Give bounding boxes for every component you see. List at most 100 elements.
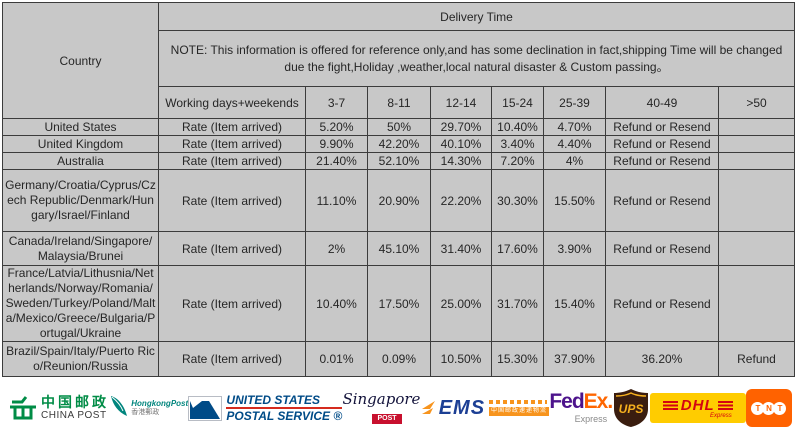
value-cell: 45.10% <box>367 231 431 266</box>
china-post-logo: 中国邮政 CHINA POST <box>8 393 109 423</box>
col-header-gt50: >50 <box>718 86 795 119</box>
col-header-12-14: 12-14 <box>430 86 492 119</box>
value-cell: 21.40% <box>305 152 368 170</box>
value-cell: 25.00% <box>430 265 492 342</box>
value-cell: 7.20% <box>491 152 544 170</box>
singapore-post-script-label: Singapore <box>342 389 421 408</box>
value-cell: 29.70% <box>430 118 492 136</box>
ups-text-label: UPS <box>619 402 644 416</box>
country-cell: Canada/Ireland/Singapore/Malaysia/Brunei <box>2 231 159 266</box>
delivery-time-header: Delivery Time <box>158 2 795 31</box>
value-cell: 40.10% <box>430 135 492 153</box>
usps-line2-label: POSTAL SERVICE ® <box>226 408 343 423</box>
value-cell: 15.30% <box>491 341 544 377</box>
value-cell: Refund or Resend <box>605 118 719 136</box>
value-cell: 4% <box>543 152 606 170</box>
singapore-post-box-label: POST <box>372 413 402 424</box>
tnt-letter-t2: T <box>773 401 787 415</box>
delivery-time-table: Country Delivery Time NOTE: This informa… <box>2 2 795 377</box>
fedex-logo: FedEx. Express <box>549 390 614 424</box>
ems-logo: EMS 中国邮政速递物流 <box>421 397 550 419</box>
hongkong-post-en-label: HongkongPost <box>131 399 189 408</box>
value-cell: 4.40% <box>543 135 606 153</box>
value-cell: 22.20% <box>430 169 492 232</box>
ems-dashes-decoration <box>489 400 548 404</box>
value-cell: Refund or Resend <box>605 169 719 232</box>
value-cell <box>718 135 795 153</box>
rate-cell: Rate (Item arrived) <box>158 152 306 170</box>
table-row-france-group: France/Latvia/Lithusnia/Netherlands/Norw… <box>2 265 795 342</box>
value-cell: 10.40% <box>305 265 368 342</box>
value-cell: 9.90% <box>305 135 368 153</box>
ems-cn-label: 中国邮政速递物流 <box>489 407 550 416</box>
value-cell: Refund or Resend <box>605 135 719 153</box>
table-column-headers-row: Working days+weekends 3-7 8-11 12-14 15-… <box>3 86 795 119</box>
fedex-express-label: Express <box>574 414 608 424</box>
value-cell: 4.70% <box>543 118 606 136</box>
tnt-logo: T N T <box>745 389 792 427</box>
value-cell: 52.10% <box>367 152 431 170</box>
value-cell: 0.09% <box>367 341 431 377</box>
hongkong-post-cn-label: 香港郵政 <box>131 409 160 416</box>
country-column-header: Country <box>2 2 159 119</box>
hongkong-post-logo: HongkongPost 香港郵政 <box>109 395 188 421</box>
value-cell: Refund <box>718 341 795 377</box>
col-header-25-39: 25-39 <box>543 86 606 119</box>
value-cell <box>718 152 795 170</box>
china-post-cn-label: 中国邮政 <box>41 394 109 410</box>
value-cell: 5.20% <box>305 118 368 136</box>
value-cell <box>718 265 795 342</box>
value-cell: 42.20% <box>367 135 431 153</box>
rate-cell: Rate (Item arrived) <box>158 265 306 342</box>
ups-shield-icon: UPS <box>614 389 649 427</box>
tnt-letter-n: N <box>762 401 776 415</box>
ups-logo: UPS <box>613 388 649 428</box>
china-post-en-label: CHINA POST <box>41 410 107 421</box>
table-title-row: Country Delivery Time <box>2 2 795 119</box>
country-cell: France/Latvia/Lithusnia/Netherlands/Norw… <box>2 265 159 342</box>
table-note-row: NOTE: This information is offered for re… <box>3 30 795 87</box>
hongkong-post-swoosh-icon <box>111 396 128 416</box>
rate-cell: Rate (Item arrived) <box>158 231 306 266</box>
value-cell: 10.40% <box>491 118 544 136</box>
country-cell: United Kingdom <box>2 135 159 153</box>
col-header-3-7: 3-7 <box>305 86 368 119</box>
rate-cell: Rate (Item arrived) <box>158 341 306 377</box>
value-cell: 37.90% <box>543 341 606 377</box>
value-cell: Refund or Resend <box>605 265 719 342</box>
value-cell <box>718 118 795 136</box>
dhl-text-label: DHL <box>680 396 715 414</box>
col-header-15-24: 15-24 <box>491 86 544 119</box>
value-cell: 36.20% <box>605 341 719 377</box>
table-row-united-states: United States Rate (Item arrived) 5.20% … <box>2 118 795 136</box>
singapore-post-logo: Singapore POST <box>342 389 421 425</box>
value-cell: 3.90% <box>543 231 606 266</box>
value-cell: 50% <box>367 118 431 136</box>
country-cell: Brazil/Spain/Italy/Puerto Rico/Reunion/R… <box>2 341 159 377</box>
value-cell: 3.40% <box>491 135 544 153</box>
table-row-united-kingdom: United Kingdom Rate (Item arrived) 9.90%… <box>2 135 795 153</box>
table-row-germany-group: Germany/Croatia/Cyprus/Czech Republic/De… <box>2 169 795 232</box>
value-cell: 31.40% <box>430 231 492 266</box>
carrier-logos-bar: 中国邮政 CHINA POST HongkongPost 香港郵政 UNITED… <box>0 387 800 429</box>
fedex-dot: . <box>607 390 614 413</box>
rate-cell: Rate (Item arrived) <box>158 118 306 136</box>
col-header-8-11: 8-11 <box>367 86 431 119</box>
dhl-dash-right-decoration <box>717 400 733 410</box>
value-cell: 31.70% <box>491 265 544 342</box>
tnt-letter-t1: T <box>751 401 765 415</box>
dhl-dash-left-decoration <box>662 400 678 410</box>
value-cell <box>718 169 795 232</box>
ems-wing-icon <box>421 401 435 414</box>
note-text: NOTE: This information is offered for re… <box>158 30 795 87</box>
col-header-40-49: 40-49 <box>605 86 719 119</box>
value-cell: 15.50% <box>543 169 606 232</box>
value-cell: 15.40% <box>543 265 606 342</box>
country-cell: Australia <box>2 152 159 170</box>
table-row-brazil-group: Brazil/Spain/Italy/Puerto Rico/Reunion/R… <box>2 341 795 377</box>
ems-text-label: EMS <box>438 397 486 419</box>
table-row-australia: Australia Rate (Item arrived) 21.40% 52.… <box>2 152 795 170</box>
country-cell: Germany/Croatia/Cyprus/Czech Republic/De… <box>2 169 159 232</box>
value-cell: Refund or Resend <box>605 152 719 170</box>
